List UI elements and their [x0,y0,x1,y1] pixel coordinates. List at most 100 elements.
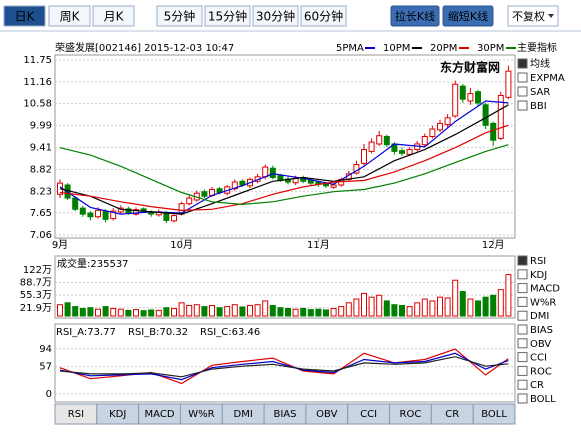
period-tab-label[interactable]: 15分钟 [208,9,247,24]
y-tick-label: 94 [39,344,52,355]
indicator-checkbox[interactable] [517,72,528,83]
x-tick-label: 9月 [52,239,68,251]
zoom-button[interactable] [442,5,494,27]
indicator-tab-label[interactable]: DMI [234,409,253,420]
volume-bar [307,309,314,317]
period-tab[interactable] [48,5,91,27]
volume-bar [117,308,124,317]
volume-bar [64,302,71,317]
period-tab[interactable] [92,5,135,27]
indicator-checkbox[interactable] [517,283,528,294]
volume-bar [452,279,459,317]
y-tick-label: 55.3万 [20,290,52,301]
chart-title: 荣盛发展[002146] 2015-12-03 10:47 [55,41,234,54]
indicator-checkbox[interactable] [517,255,528,266]
indicator-checkbox[interactable] [517,58,528,69]
indicator-tab-label[interactable]: BIAS [274,409,297,420]
zoom-button[interactable] [390,5,440,27]
volume-bar [459,291,466,317]
indicator-tab-label[interactable]: BOLL [481,409,507,420]
indicator-option[interactable]: BIAS [530,325,553,336]
indicator-option[interactable]: 均线 [530,57,550,70]
period-tab-label[interactable]: 60分钟 [304,9,343,24]
volume-frame [54,255,516,319]
indicator-checkbox[interactable] [517,393,528,404]
indicator-checkbox[interactable] [517,310,528,321]
volume-bar [171,307,177,317]
candle-body [406,149,413,155]
indicator-option[interactable]: BBI [530,101,547,112]
candle-body [262,166,269,178]
volume-bar [239,306,246,317]
indicator-checkbox[interactable] [517,324,528,335]
indicator-checkbox[interactable] [517,338,528,349]
candle-body [497,94,504,139]
indicator-tab-label[interactable]: CR [445,409,459,420]
volume-bar [148,309,155,317]
indicator-option[interactable]: RSI [530,256,546,267]
indicator-tab[interactable] [472,403,516,425]
indicator-tab-label[interactable]: RSI [68,409,84,420]
y-tick-label: 57 [39,362,52,373]
period-tab-label[interactable]: 30分钟 [256,9,295,24]
volume-bar [421,298,428,317]
candle-body [467,93,474,102]
period-tab[interactable] [300,5,347,27]
indicator-option[interactable]: DMI [530,311,549,322]
indicator-option[interactable]: ROC [530,366,552,377]
indicator-checkbox[interactable] [517,379,528,390]
candle-body [133,209,139,215]
indicator-option[interactable]: SAR [530,87,550,98]
indicator-option[interactable]: BOLL [530,394,556,405]
x-tick-label: 11月 [307,239,330,251]
period-tab[interactable] [3,5,46,27]
y-tick-label: 8.82 [30,164,52,175]
indicator-option[interactable]: CR [530,380,544,391]
indicator-checkbox[interactable] [517,86,528,97]
period-tab-label[interactable]: 日K [15,10,36,24]
indicator-tab-label[interactable]: OBV [316,409,337,420]
adjust-dropdown[interactable] [507,5,559,27]
dropdown-arrow [548,14,554,18]
indicator-option[interactable]: MACD [530,284,560,295]
period-tab[interactable] [204,5,251,27]
volume-bar [376,294,383,317]
indicator-tab-label[interactable]: MACD [145,409,175,420]
indicator-option[interactable]: KDJ [530,270,547,281]
indicator-checkbox[interactable] [517,296,528,307]
indicator-checkbox[interactable] [517,365,528,376]
volume-title-box [56,257,136,271]
indicator-tab-label[interactable]: W%R [188,409,214,420]
y-tick-label: 7.06 [30,230,52,241]
volume-bar [391,304,398,317]
candle-body [330,184,337,188]
indicator-option[interactable]: W%R [530,297,556,308]
period-tab-label[interactable]: 周K [60,10,81,24]
indicator-checkbox[interactable] [517,269,528,280]
adjust-dropdown-label[interactable]: 不复权 [512,9,545,23]
indicator-tab-label[interactable]: CCI [360,409,377,420]
indicator-option[interactable]: OBV [530,339,551,350]
period-tab-label[interactable]: 月K [104,10,125,24]
volume-bar [247,304,253,317]
candle-body [163,212,170,221]
volume-bar [163,307,170,317]
volume-bar [209,304,215,317]
period-tab[interactable] [252,5,299,27]
candle-body [361,149,367,164]
volume-bar [429,300,436,317]
indicator-option[interactable]: CCI [530,353,547,364]
candle-body [79,207,86,215]
indicator-option[interactable]: EXPMA [530,73,565,84]
indicator-tab-label[interactable]: KDJ [109,409,126,420]
candle-body [475,91,481,104]
zoom-button-label[interactable]: 拉长K线 [395,9,435,23]
indicator-checkbox[interactable] [517,352,528,363]
period-tab[interactable] [156,5,203,27]
zoom-button-label[interactable]: 缩短K线 [448,9,488,23]
candle-body [110,210,117,220]
indicator-checkbox[interactable] [517,100,528,111]
candle-body [171,215,177,222]
indicator-tab-label[interactable]: ROC [400,409,422,420]
period-tab-label[interactable]: 5分钟 [164,9,196,24]
